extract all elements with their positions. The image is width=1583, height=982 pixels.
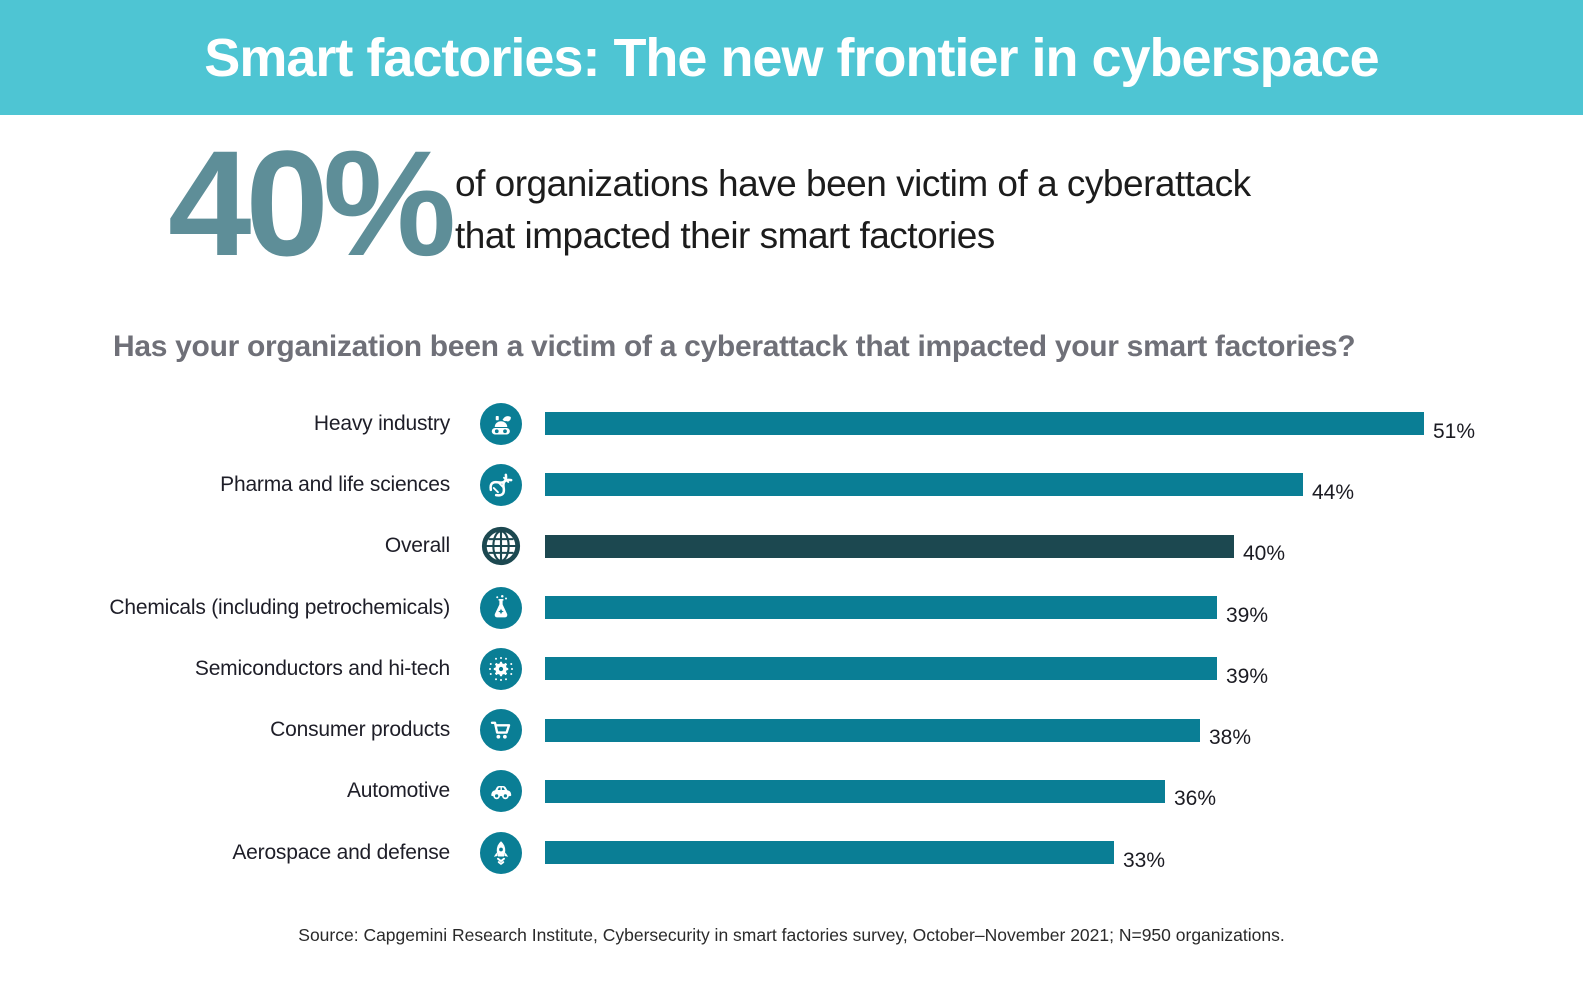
chart-row: Overall 40%	[0, 516, 1583, 577]
header-banner: Smart factories: The new frontier in cyb…	[0, 0, 1583, 115]
page-title: Smart factories: The new frontier in cyb…	[204, 27, 1379, 88]
dna-icon	[480, 463, 522, 506]
bar	[545, 596, 1217, 620]
bar-chart: Heavy industry 51% Pharma and life science…	[0, 393, 1583, 883]
category-label: Automotive	[346, 779, 450, 803]
car-icon	[480, 770, 522, 813]
bar-value-label: 39%	[1226, 603, 1269, 627]
bar-value-label: 39%	[1226, 664, 1269, 688]
bar-track: 33%	[545, 841, 1583, 872]
chart-row: Heavy industry 51%	[0, 393, 1583, 454]
bar-track: 39%	[545, 657, 1583, 688]
chart-row: Consumer products 38%	[0, 699, 1583, 760]
category-label: Pharma and life sciences	[220, 472, 450, 496]
chip-icon	[480, 647, 522, 690]
shopping-cart-icon	[480, 709, 522, 752]
excavator-icon	[480, 402, 522, 445]
bar-track: 36%	[545, 779, 1583, 810]
bar-track: 39%	[545, 596, 1583, 627]
bar-track: 44%	[545, 473, 1583, 504]
bar	[545, 718, 1200, 742]
chart-row: Aerospace and defense 33%	[0, 822, 1583, 883]
bar	[545, 534, 1234, 558]
bar-value-label: 51%	[1433, 419, 1476, 443]
category-label: Heavy industry	[313, 411, 450, 435]
rocket-icon	[480, 831, 522, 874]
category-label: Chemicals (including petrochemicals)	[109, 595, 450, 619]
category-label: Consumer products	[270, 718, 450, 742]
bar	[545, 412, 1424, 436]
category-label: Aerospace and defense	[232, 840, 450, 864]
bar	[545, 779, 1165, 803]
bar	[545, 657, 1217, 681]
bar-value-label: 44%	[1312, 480, 1355, 504]
source-note: Source: Capgemini Research Institute, Cy…	[298, 925, 1285, 945]
bar-value-label: 36%	[1174, 787, 1217, 811]
bar-value-label: 40%	[1243, 542, 1286, 566]
bar	[545, 473, 1303, 497]
chart-row: Pharma and life sciences 44%	[0, 454, 1583, 515]
chart-row: Chemicals (including petrochemicals) 39%	[0, 577, 1583, 638]
flask-icon	[480, 586, 522, 629]
bar-value-label: 33%	[1123, 848, 1166, 872]
category-label: Semiconductors and hi-tech	[194, 656, 450, 680]
globe-icon	[480, 525, 522, 567]
bar	[545, 841, 1114, 865]
stat-big-number: 40%	[168, 119, 456, 287]
chart-title: Has your organization been a victim of a…	[113, 330, 1356, 363]
bar-track: 51%	[545, 412, 1583, 443]
stat-description-line1: of organizations have been victim of a c…	[455, 163, 1251, 204]
chart-row: Semiconductors and hi-tech 39%	[0, 638, 1583, 699]
bar-value-label: 38%	[1209, 726, 1252, 750]
category-label: Overall	[384, 534, 450, 558]
stat-description: of organizations have been victim of a c…	[455, 158, 1251, 262]
bar-track: 38%	[545, 718, 1583, 749]
chart-row: Automotive 36%	[0, 761, 1583, 822]
bar-track: 40%	[545, 534, 1583, 565]
stat-description-line2: that impacted their smart factories	[455, 214, 995, 256]
